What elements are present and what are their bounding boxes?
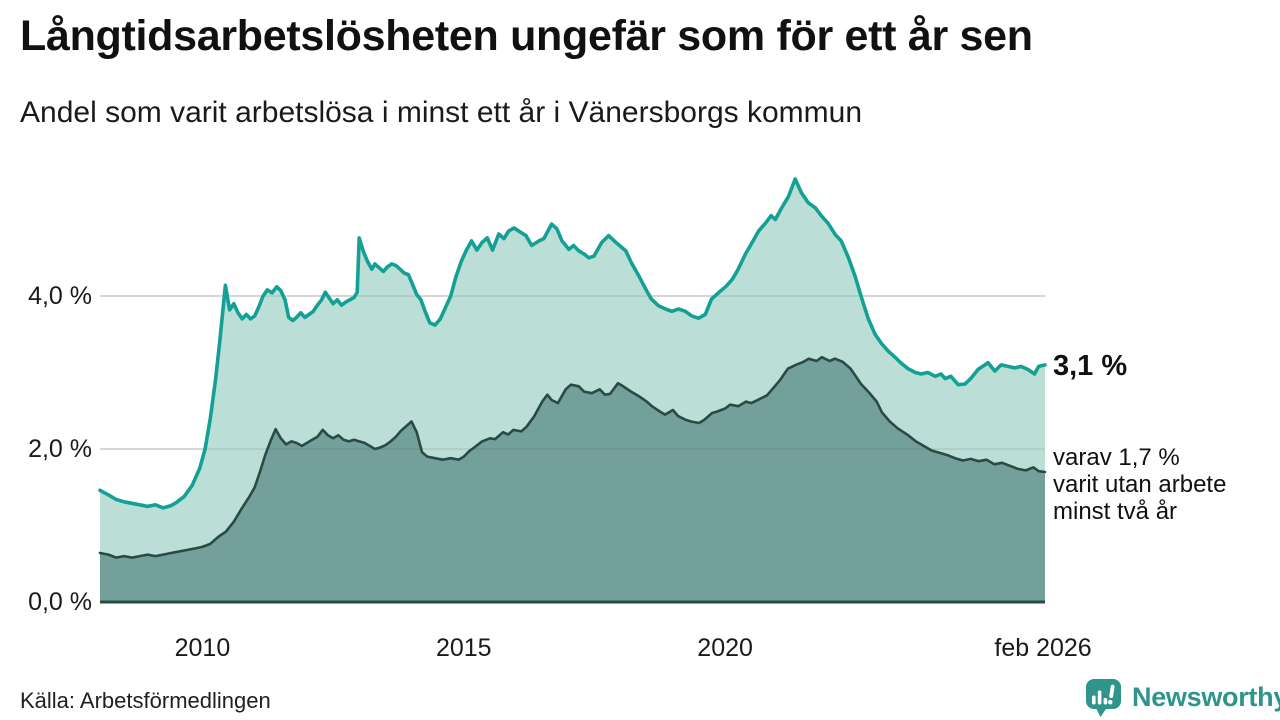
end-value-label: 3,1 %: [1053, 350, 1128, 382]
y-tick-label: 4,0 %: [28, 282, 92, 310]
secondary-annotation: varav 1,7 % varit utan arbete minst två …: [1053, 444, 1226, 525]
source-credit: Källa: Arbetsförmedlingen: [20, 688, 271, 713]
y-tick-label: 2,0 %: [28, 435, 92, 463]
secondary-annotation-line: varit utan arbete: [1053, 471, 1227, 498]
area-two-years: [100, 357, 1045, 602]
secondary-annotation-line: varav 1,7 %: [1053, 444, 1180, 471]
newsworthy-logo-icon: [1086, 679, 1121, 717]
x-tick-label: 2020: [697, 634, 753, 662]
page-subtitle: Andel som varit arbetslösa i minst ett å…: [20, 96, 863, 129]
y-tick-label: 0,0 %: [28, 588, 92, 616]
x-tick-label: 2010: [174, 634, 231, 662]
secondary-annotation-line: minst två år: [1053, 498, 1178, 525]
line-two-years: [98, 355, 1047, 559]
page-title: Långtidsarbetslösheten ungefär som för e…: [20, 12, 1033, 60]
gridlines-over: [100, 295, 1045, 450]
line-total: [98, 177, 1047, 510]
brand-wordmark: Newsworthy: [1132, 682, 1280, 712]
x-tick-label: feb 2026: [994, 634, 1092, 662]
x-tick-label: 2015: [435, 634, 492, 662]
brand-logo-lockup: Newsworthy: [1084, 677, 1280, 718]
